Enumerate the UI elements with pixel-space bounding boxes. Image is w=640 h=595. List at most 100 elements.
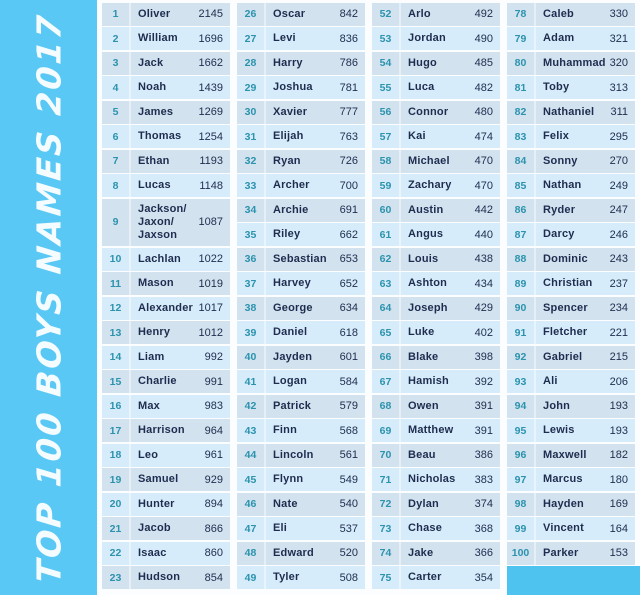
rank-cell: 20 [102,492,131,516]
count-cell: 854 [204,571,223,584]
name-rank-row: 2 William 1696 [102,27,230,50]
count-cell: 618 [339,326,358,339]
rank-cell: 15 [102,370,131,393]
name-cell: Jacob [138,522,171,535]
count-cell: 842 [339,8,358,20]
name-cell: Marcus [543,473,583,486]
name-cell: Ryder [543,203,576,216]
count-cell: 662 [339,228,358,241]
title-banner: TOP 100 BOYS NAMES 2017 [0,0,97,595]
name-cell: Daniel [273,326,308,339]
name-cell: Austin [408,203,444,216]
name-rank-row: 56 Connor 480 [372,100,500,124]
rank-cell: 79 [507,27,536,50]
name-rank-row: 62 Louis 438 [372,247,500,271]
rank-cell: 99 [507,517,536,540]
rank-cell: 60 [372,198,401,222]
name-cell: Sonny [543,154,578,167]
rank-cell: 49 [237,566,266,589]
name-rank-row: 41 Logan 584 [237,370,365,393]
rank-cell: 61 [372,223,401,246]
name-cell: Harry [273,56,303,69]
count-cell: 391 [474,424,493,437]
name-rank-row: 39 Daniel 618 [237,321,365,344]
count-cell: 237 [609,277,628,290]
name-cell: Michael [408,154,450,167]
count-cell: 894 [204,498,223,510]
rank-cell: 86 [507,198,536,222]
name-cell: Zachary [408,179,452,192]
page-title: TOP 100 BOYS NAMES 2017 [29,10,68,585]
rank-cell: 31 [237,125,266,148]
name-cell: Luca [408,81,435,94]
name-cell: Archie [273,203,309,216]
count-cell: 836 [339,32,358,45]
name-rank-row: 6 Thomas 1254 [102,125,230,148]
rank-cell: 54 [372,51,401,75]
name-cell: Charlie [138,375,177,388]
count-cell: 391 [474,400,493,412]
name-rank-row: 69 Matthew 391 [372,419,500,442]
count-cell: 763 [339,130,358,143]
name-cell: Patrick [273,399,312,412]
name-cell: Felix [543,130,570,143]
name-rank-row: 81 Toby 313 [507,76,635,99]
name-cell: Fletcher [543,326,588,339]
name-rank-row: 49 Tyler 508 [237,566,365,589]
count-cell: 311 [610,106,628,118]
name-rank-row: 16 Max 983 [102,394,230,418]
rank-cell: 38 [237,296,266,320]
count-cell: 568 [339,424,358,437]
count-cell: 206 [609,375,628,388]
name-cell: Luke [408,326,435,339]
name-cell: Leo [138,448,159,461]
count-cell: 691 [339,204,358,216]
rank-cell: 22 [102,541,131,565]
name-cell: Thomas [138,130,182,143]
name-rank-row: 47 Eli 537 [237,517,365,540]
rank-cell: 44 [237,443,266,467]
count-cell: 860 [204,547,223,559]
name-cell: Flynn [273,473,304,486]
name-rank-row: 53 Jordan 490 [372,27,500,50]
rank-cell: 71 [372,468,401,491]
name-rank-row: 32 Ryan 726 [237,149,365,173]
rank-cell: 58 [372,149,401,173]
name-rank-row: 34 Archie 691 [237,198,365,222]
boys-names-table: 1 Oliver 2145 2 William 1696 3 Jack 1662 4 Noah 143… [97,0,640,595]
count-cell: 1269 [198,106,223,118]
name-cell: Vincent [543,522,584,535]
rank-cell: 30 [237,100,266,124]
name-cell: Oscar [273,7,306,20]
name-rank-row: 84 Sonny 270 [507,149,635,173]
name-rank-row: 28 Harry 786 [237,51,365,75]
name-rank-row: 18 Leo 961 [102,443,230,467]
name-cell: James [138,105,174,118]
name-rank-row: 86 Ryder 247 [507,198,635,222]
count-cell: 182 [609,449,628,461]
name-rank-row: 19 Samuel 929 [102,468,230,491]
count-cell: 540 [339,498,358,510]
name-rank-row: 94 John 193 [507,394,635,418]
name-rank-row: 54 Hugo 485 [372,51,500,75]
rank-cell: 34 [237,198,266,222]
name-rank-row: 78 Caleb 330 [507,2,635,26]
name-cell: Jordan [408,32,446,45]
names-column-3: 52 Arlo 492 53 Jordan 490 54 Hugo 485 55 Luca 482 56… [372,2,500,595]
rank-cell: 23 [102,566,131,589]
name-rank-row: 97 Marcus 180 [507,468,635,491]
rank-cell: 42 [237,394,266,418]
rank-cell: 90 [507,296,536,320]
rank-cell: 64 [372,296,401,320]
rank-cell: 11 [102,272,131,295]
name-rank-row: 82 Nathaniel 311 [507,100,635,124]
names-column-1: 1 Oliver 2145 2 William 1696 3 Jack 1662 4 Noah 143… [102,2,230,595]
name-rank-row: 22 Isaac 860 [102,541,230,565]
rank-cell: 89 [507,272,536,295]
count-cell: 169 [609,498,628,510]
rank-cell: 100 [507,541,536,565]
rank-cell: 3 [102,51,131,75]
name-rank-row: 48 Edward 520 [237,541,365,565]
name-cell: Ashton [408,277,448,290]
name-cell: Dylan [408,497,439,510]
